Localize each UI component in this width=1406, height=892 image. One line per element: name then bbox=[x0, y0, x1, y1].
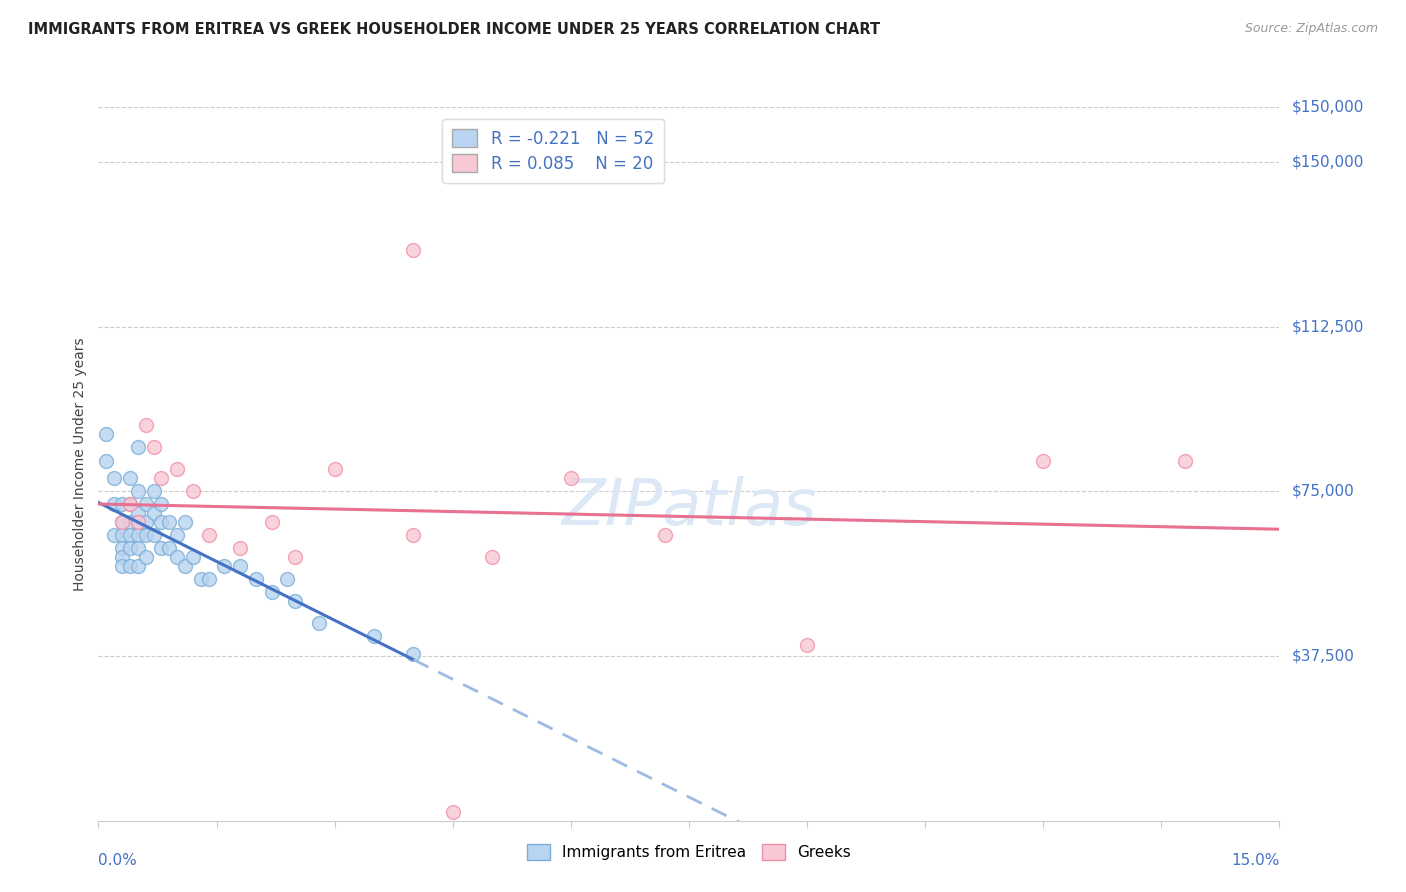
Point bbox=[150, 471, 173, 485]
Point bbox=[118, 541, 141, 556]
Point bbox=[197, 528, 219, 542]
Legend: R = -0.221   N = 52, R = 0.085    N = 20: R = -0.221 N = 52, R = 0.085 N = 20 bbox=[443, 119, 664, 183]
Point bbox=[284, 550, 307, 565]
Point bbox=[796, 638, 818, 652]
Point bbox=[481, 550, 503, 565]
Point bbox=[157, 515, 180, 529]
Point bbox=[402, 528, 425, 542]
Point bbox=[166, 528, 188, 542]
Point bbox=[654, 528, 676, 542]
Point bbox=[111, 558, 134, 573]
Point bbox=[181, 550, 204, 565]
Point bbox=[260, 515, 283, 529]
Text: $150,000: $150,000 bbox=[1291, 154, 1364, 169]
Point bbox=[135, 515, 157, 529]
Point bbox=[142, 528, 165, 542]
Point bbox=[118, 471, 141, 485]
Point bbox=[150, 541, 173, 556]
Text: $112,500: $112,500 bbox=[1291, 319, 1364, 334]
Point bbox=[150, 515, 173, 529]
Point bbox=[308, 615, 330, 630]
Point bbox=[1174, 453, 1197, 467]
Text: $150,000: $150,000 bbox=[1291, 100, 1364, 114]
Point bbox=[118, 558, 141, 573]
Point bbox=[157, 541, 180, 556]
Point bbox=[150, 498, 173, 512]
Point bbox=[111, 541, 134, 556]
Point bbox=[127, 515, 149, 529]
Point bbox=[118, 498, 141, 512]
Point bbox=[166, 550, 188, 565]
Point bbox=[181, 484, 204, 499]
Point bbox=[560, 471, 582, 485]
Point bbox=[127, 528, 149, 542]
Point bbox=[127, 484, 149, 499]
Point bbox=[197, 572, 219, 586]
Point bbox=[127, 558, 149, 573]
Point bbox=[103, 528, 125, 542]
Point bbox=[276, 572, 298, 586]
Point bbox=[142, 441, 165, 455]
Point bbox=[402, 243, 425, 257]
Point bbox=[127, 441, 149, 455]
Point bbox=[135, 418, 157, 433]
Point bbox=[229, 541, 252, 556]
Point bbox=[127, 515, 149, 529]
Point bbox=[260, 585, 283, 599]
Text: 0.0%: 0.0% bbox=[98, 853, 138, 868]
Text: $75,000: $75,000 bbox=[1291, 483, 1354, 499]
Point bbox=[174, 558, 197, 573]
Point bbox=[363, 629, 385, 643]
Point bbox=[229, 558, 252, 573]
Point bbox=[142, 506, 165, 520]
Point bbox=[323, 462, 346, 476]
Text: IMMIGRANTS FROM ERITREA VS GREEK HOUSEHOLDER INCOME UNDER 25 YEARS CORRELATION C: IMMIGRANTS FROM ERITREA VS GREEK HOUSEHO… bbox=[28, 22, 880, 37]
Point bbox=[96, 453, 118, 467]
Point bbox=[135, 528, 157, 542]
Point bbox=[174, 515, 197, 529]
Point bbox=[190, 572, 212, 586]
Point bbox=[118, 528, 141, 542]
Point bbox=[103, 498, 125, 512]
Point bbox=[214, 558, 236, 573]
Point bbox=[103, 471, 125, 485]
Point bbox=[166, 462, 188, 476]
Point bbox=[96, 427, 118, 442]
Point bbox=[118, 498, 141, 512]
Point bbox=[111, 498, 134, 512]
Point bbox=[142, 484, 165, 499]
Point bbox=[111, 550, 134, 565]
Point bbox=[402, 647, 425, 661]
Point bbox=[118, 515, 141, 529]
Point bbox=[127, 541, 149, 556]
Y-axis label: Householder Income Under 25 years: Householder Income Under 25 years bbox=[73, 337, 87, 591]
Point bbox=[1032, 453, 1054, 467]
Point bbox=[111, 515, 134, 529]
Point bbox=[441, 805, 464, 819]
Point bbox=[135, 498, 157, 512]
Point bbox=[111, 528, 134, 542]
Text: $37,500: $37,500 bbox=[1291, 648, 1354, 664]
Point bbox=[111, 515, 134, 529]
Point bbox=[127, 506, 149, 520]
Point bbox=[284, 594, 307, 608]
Text: 15.0%: 15.0% bbox=[1232, 853, 1279, 868]
Point bbox=[135, 550, 157, 565]
Text: ZIPatlas: ZIPatlas bbox=[561, 475, 817, 538]
Text: Source: ZipAtlas.com: Source: ZipAtlas.com bbox=[1244, 22, 1378, 36]
Point bbox=[245, 572, 267, 586]
